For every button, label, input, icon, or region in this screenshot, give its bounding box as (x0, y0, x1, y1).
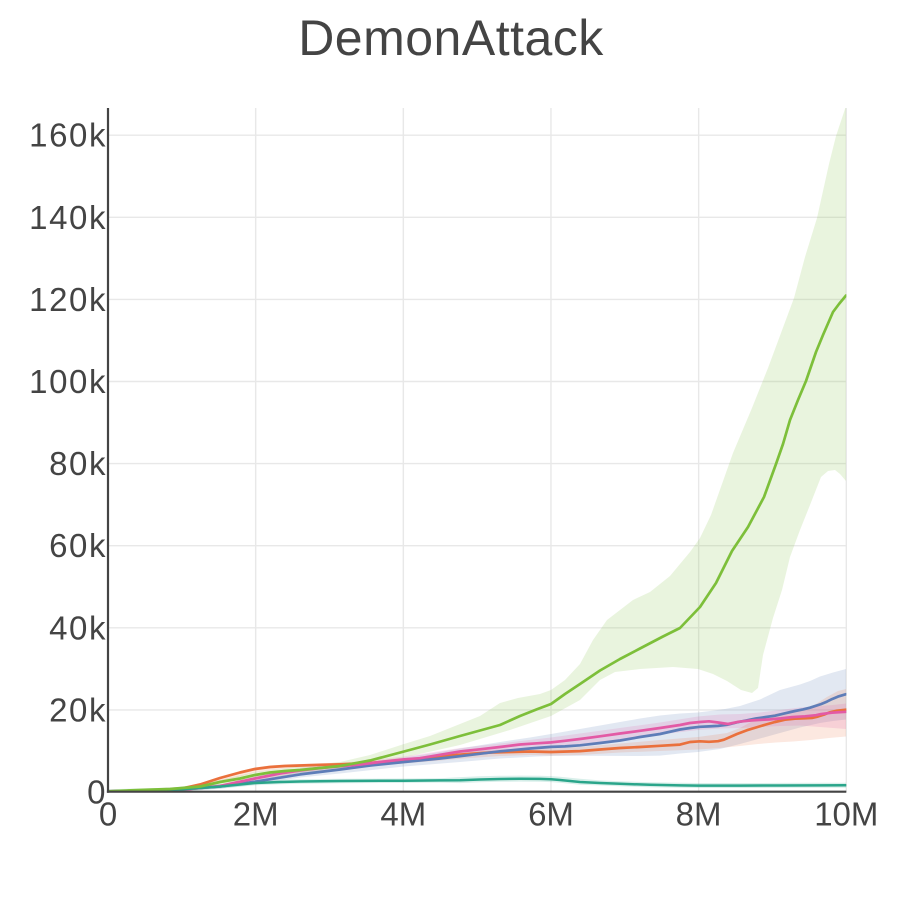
svg-text:40k: 40k (49, 609, 107, 646)
svg-text:120k: 120k (29, 281, 107, 318)
svg-text:6M: 6M (528, 796, 574, 833)
svg-text:10M: 10M (814, 796, 878, 833)
svg-text:80k: 80k (49, 445, 107, 482)
svg-text:0: 0 (87, 774, 107, 811)
svg-text:20k: 20k (49, 691, 107, 728)
svg-text:100k: 100k (29, 363, 107, 400)
svg-text:2M: 2M (233, 796, 279, 833)
svg-text:0: 0 (99, 796, 117, 833)
svg-text:8M: 8M (676, 796, 722, 833)
svg-text:140k: 140k (29, 199, 107, 236)
svg-text:60k: 60k (49, 527, 107, 564)
svg-text:DemonAttack: DemonAttack (298, 10, 604, 66)
svg-text:4M: 4M (380, 796, 426, 833)
svg-text:160k: 160k (29, 117, 107, 154)
